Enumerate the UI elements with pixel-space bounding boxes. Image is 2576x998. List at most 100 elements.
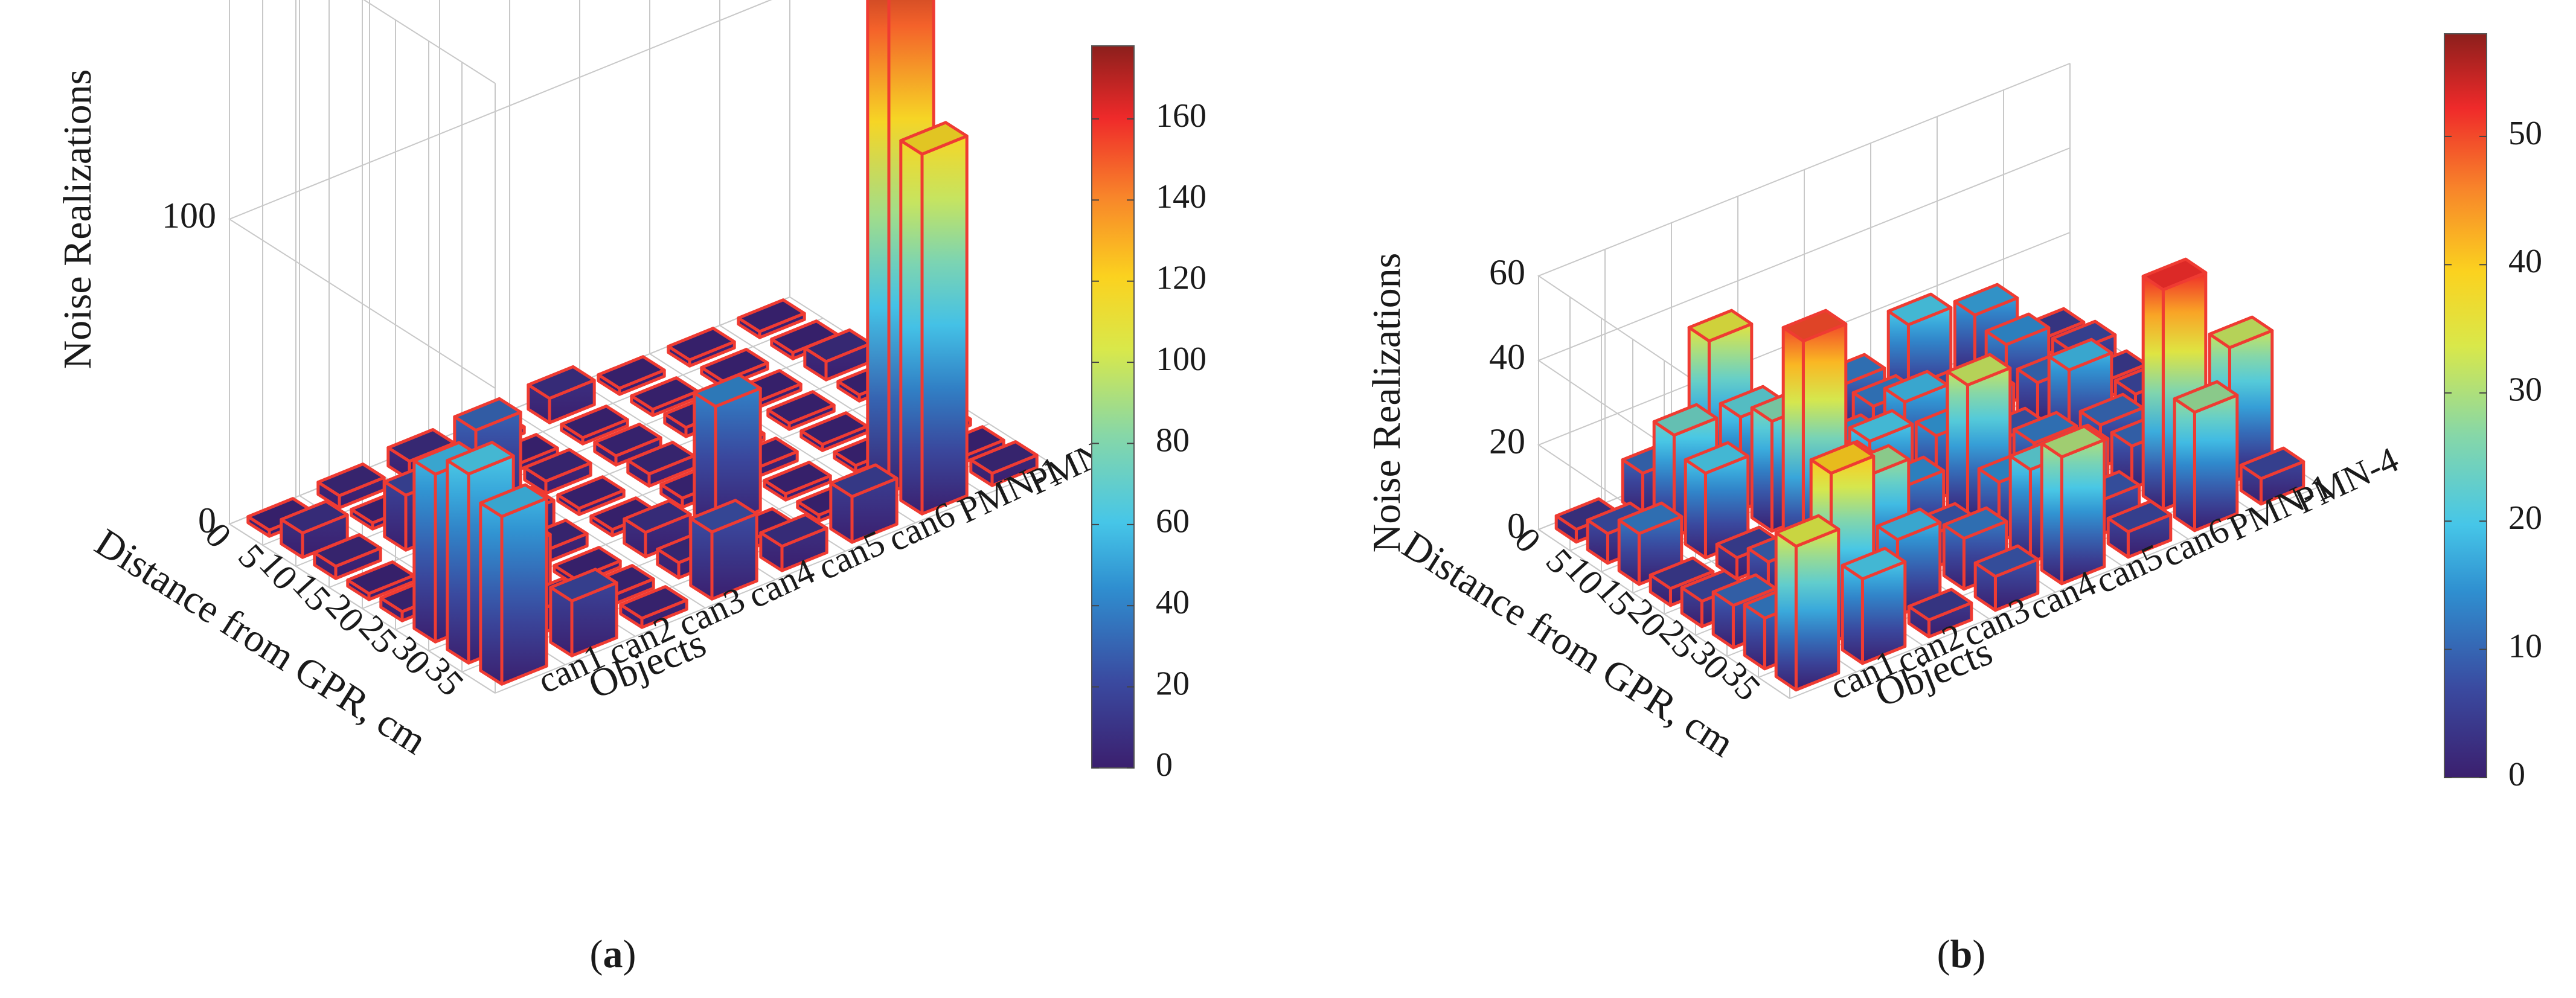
bar (619, 585, 688, 629)
bar-face-top (1841, 546, 1907, 581)
bar-face-top (453, 397, 522, 432)
bar (759, 513, 828, 572)
bar-face-side (1781, 325, 1805, 554)
bar-face-top (667, 327, 736, 362)
bar-face-top (479, 483, 548, 518)
bar-face-side (412, 459, 437, 644)
bar-face-top (1652, 403, 1719, 437)
bar-face-top (1809, 441, 1876, 475)
colorbar-tick-label: 10 (2508, 627, 2542, 665)
colorbar-tick-label: 50 (2508, 115, 2542, 152)
bar (626, 441, 696, 488)
bar-face-top (597, 355, 666, 390)
bar-face-front (1794, 528, 1841, 692)
z-axis-title: Noise Realizations (56, 69, 100, 369)
gridline-z (363, 0, 496, 84)
bar-face-top (560, 405, 629, 440)
bar (1973, 544, 2040, 612)
bar-face-top (1848, 409, 1914, 443)
bar-face-top (1876, 507, 1942, 542)
bar (527, 365, 596, 424)
bar-face-top (523, 448, 592, 483)
z-tick-label: 0 (1507, 506, 1525, 546)
bar (597, 355, 666, 396)
bar-face-top (1942, 506, 2008, 540)
bar-face-top (1617, 501, 1684, 536)
z-tick-label: 60 (1489, 252, 1525, 292)
bar-face-top (1907, 587, 1973, 622)
bar-face-top (969, 440, 1039, 475)
bar-face-top (2012, 411, 2078, 445)
colorbar-b-ticks: 0 10 20 30 40 50 (2444, 115, 2542, 793)
bar-face-top (1774, 514, 1841, 548)
gridline-floor (1789, 485, 2322, 699)
panel-b-caption-letter: b (1950, 932, 1973, 976)
bar-face-top (2040, 424, 2106, 459)
colorbar-a: 0 20 40 60 80 100 120 140 160 (1091, 45, 1206, 784)
bar-face-top (766, 390, 836, 425)
bar-face-top (316, 462, 386, 497)
bar-face-top (759, 513, 828, 548)
z-tick-label: 0 (198, 501, 216, 540)
bar-face-top (446, 441, 515, 476)
bar-face-top (1648, 556, 1715, 590)
bar-face-front (500, 496, 548, 686)
bar (1841, 546, 1907, 665)
bar-face-top (2106, 499, 2173, 534)
colorbar-tick-label: 140 (1156, 178, 1206, 216)
bar-face-side (479, 501, 504, 686)
z-tick-label: 40 (1489, 337, 1525, 377)
bar-face-top (2051, 319, 2117, 354)
bar-face-top (280, 499, 349, 535)
bar (766, 390, 836, 431)
colorbar-tick-label: 40 (1156, 584, 1190, 621)
bar (2173, 380, 2239, 533)
colorbar-tick-label: 100 (1156, 341, 1206, 378)
colorbar-tick-label: 40 (2508, 243, 2542, 280)
bar-face-top (2239, 446, 2305, 481)
bar-face-side (1946, 369, 1969, 522)
bar-face-top (1886, 292, 1953, 327)
z-axis-title: Noise Realizations (1365, 253, 1409, 553)
bar-face-top (2173, 380, 2239, 414)
bar-face-top (737, 298, 806, 333)
bar-face-top (2208, 315, 2274, 350)
bar (549, 568, 618, 657)
bar-face-top (693, 373, 762, 408)
bar-face-top (829, 463, 899, 498)
colorbar-tick-label: 0 (2508, 756, 2525, 793)
colorbar-tick-label: 30 (2508, 371, 2542, 409)
bar-face-side (899, 139, 924, 516)
panel-a-bars (246, 0, 1039, 686)
bar (689, 499, 758, 601)
bar (556, 475, 626, 516)
bar-face-side (2173, 397, 2196, 533)
bar-face-top (549, 568, 618, 603)
bar (667, 327, 736, 368)
panel-b-caption: (b) (1937, 932, 1986, 976)
bar-face-top (899, 121, 969, 156)
bar (737, 298, 806, 339)
colorbar-tick-label: 0 (1156, 746, 1173, 784)
bar (280, 499, 349, 559)
bar-face-top (1953, 283, 2019, 317)
colorbar-tick-label: 20 (2508, 499, 2542, 537)
bar (1774, 514, 1841, 692)
bar (1684, 441, 1750, 560)
bar (2239, 446, 2305, 506)
bar-face-top (1781, 309, 1848, 343)
bar-face-top (689, 499, 758, 534)
colorbar-b-gradient (2444, 33, 2487, 778)
y-tick-label: PMN-4 (2289, 440, 2405, 522)
bar (560, 405, 629, 446)
bar (899, 121, 969, 516)
bar (799, 411, 869, 452)
bar-face-side (1774, 531, 1798, 692)
bar-face-top (619, 585, 688, 620)
bar-face-top (2141, 257, 2208, 292)
bar (763, 461, 832, 502)
bar-face-top (1984, 312, 2051, 347)
bar-face-top (700, 348, 769, 383)
